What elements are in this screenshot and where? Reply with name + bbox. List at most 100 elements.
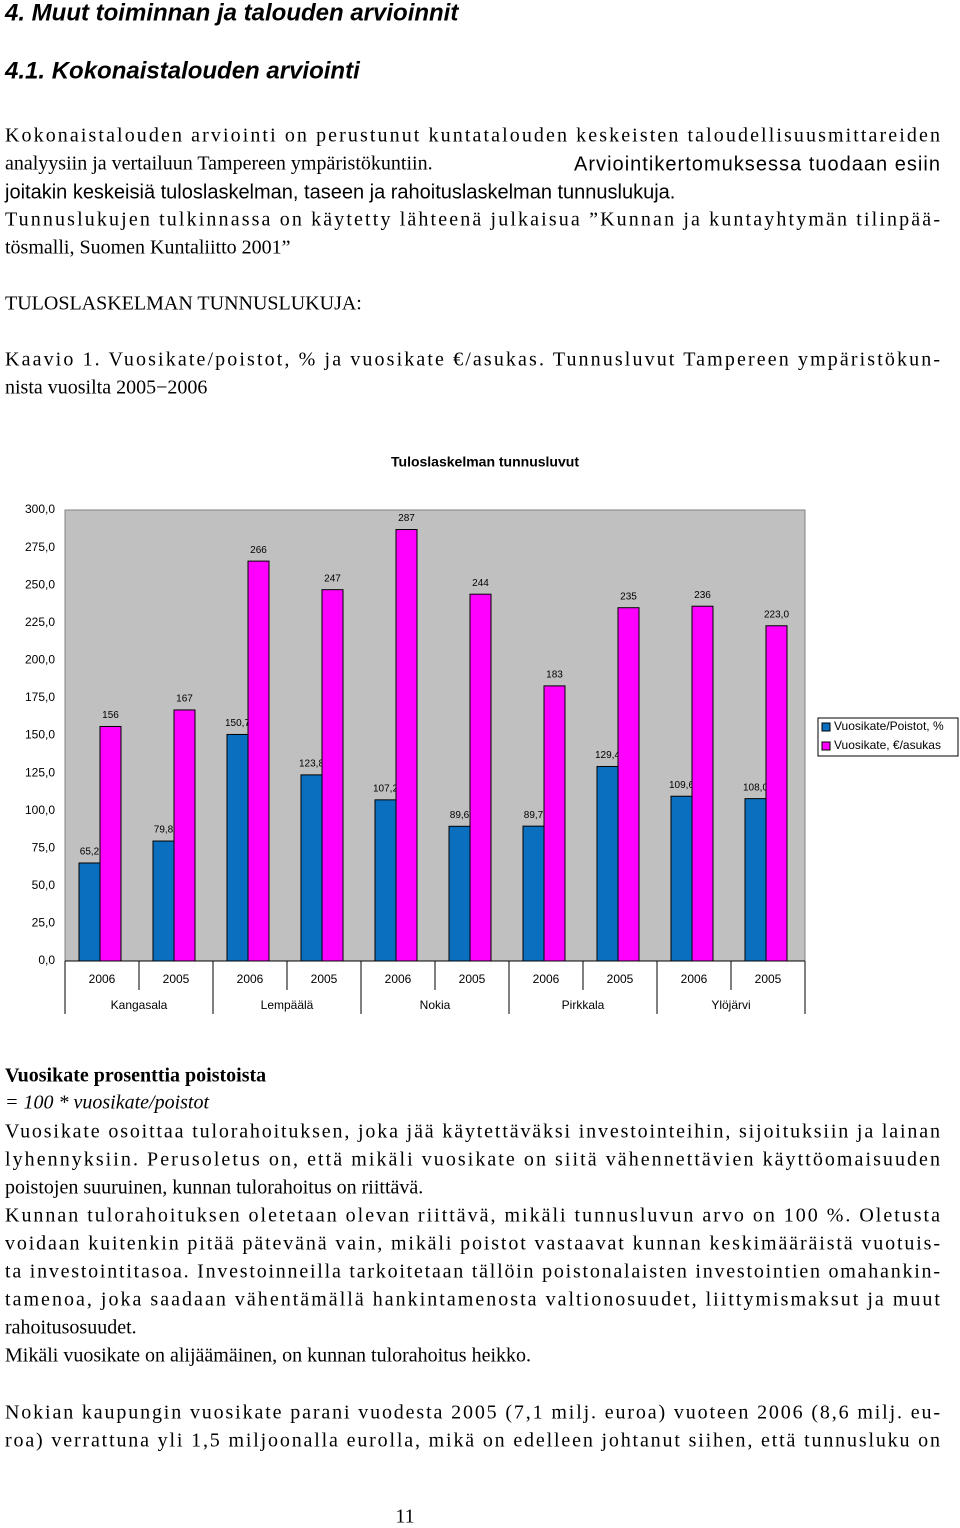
bar	[691, 605, 714, 962]
data-label: 244	[472, 578, 489, 589]
data-label: 109,6	[669, 780, 694, 791]
intro-text: tösmalli, Suomen Kuntaliitto 2001”	[5, 237, 291, 259]
x-tick-label: 2006	[237, 972, 264, 986]
body-text: Vuosikate osoittaa tulorahoituksen, joka…	[5, 1121, 940, 1143]
caption-text: Kaavio 1. Vuosikate/poistot, % ja vuosik…	[5, 349, 940, 371]
y-tick-label: 0,0	[38, 953, 55, 967]
group-label: Pirkkala	[562, 998, 605, 1012]
y-tick-label: 275,0	[25, 540, 55, 554]
bar	[744, 798, 767, 962]
bar	[173, 709, 196, 962]
y-tick-label: 75,0	[32, 840, 56, 854]
bar	[522, 825, 545, 962]
body-text: Mikäli vuosikate on alijäämäinen, on kun…	[5, 1345, 531, 1367]
bar	[321, 589, 344, 962]
formula: = 100 * vuosikate/poistot	[5, 1092, 209, 1114]
legend-swatch	[821, 741, 831, 751]
x-tick-label: 2006	[533, 972, 560, 986]
bar	[765, 625, 788, 962]
y-tick-label: 250,0	[25, 577, 55, 591]
data-label: 123,8	[299, 759, 324, 770]
y-tick-label: 225,0	[25, 615, 55, 629]
body-text: tamenoa, joka saadaan vähentämällä hanki…	[5, 1289, 940, 1311]
data-label: 79,8	[154, 825, 174, 836]
data-label: 287	[398, 513, 415, 524]
caption-text: nista vuosilta 2005−2006	[5, 377, 207, 399]
data-label: 167	[176, 694, 193, 705]
x-tick-label: 2006	[681, 972, 708, 986]
body-text: roa) verrattuna yli 1,5 miljoonalla euro…	[5, 1430, 940, 1452]
page-number: 11	[395, 1506, 414, 1528]
data-label: 156	[102, 710, 119, 721]
body-text: ta investointitasoa. Investoinneilla tar…	[5, 1261, 940, 1283]
group-label: Kangasala	[111, 998, 168, 1012]
legend-swatch	[821, 722, 831, 732]
group-label: Nokia	[420, 998, 451, 1012]
heading: 4. Muut toiminnan ja talouden arvioinnit	[4, 0, 459, 26]
data-label: 266	[250, 545, 267, 556]
bar	[596, 765, 619, 962]
data-label: 108,0	[743, 782, 768, 793]
data-label: 150,7	[225, 718, 250, 729]
data-label: 89,6	[450, 810, 470, 821]
x-tick-label: 2006	[385, 972, 412, 986]
bar	[617, 607, 640, 962]
legend-label: Vuosikate, €/asukas	[834, 738, 941, 752]
chart-title: Tuloslaskelman tunnusluvut	[391, 454, 579, 470]
data-label: 235	[620, 591, 637, 602]
group-label: Lempäälä	[261, 998, 314, 1012]
body-text: poistojen suuruinen, kunnan tulorahoitus…	[5, 1177, 423, 1199]
data-label: 107,2	[373, 783, 398, 794]
y-tick-label: 175,0	[25, 690, 55, 704]
bar	[226, 733, 249, 962]
x-tick-label: 2005	[311, 972, 338, 986]
y-tick-label: 125,0	[25, 765, 55, 779]
legend-box	[817, 717, 959, 757]
bar	[670, 795, 693, 962]
bar	[543, 685, 566, 962]
formula-title: Vuosikate prosenttia poistoista	[5, 1065, 266, 1087]
intro-text: analyysiin ja vertailuun Tampereen ympär…	[5, 153, 433, 175]
intro-text: Arviointikertomuksessa tuodaan esiin	[574, 153, 940, 175]
y-tick-label: 300,0	[25, 502, 55, 516]
intro-text: Tunnuslukujen tulkinnassa on käytetty lä…	[5, 209, 940, 231]
y-tick-label: 200,0	[25, 653, 55, 667]
x-tick-label: 2005	[163, 972, 190, 986]
body-text: voidaan kuitenkin pitää pätevänä vain, m…	[5, 1233, 940, 1255]
bar	[99, 725, 122, 962]
y-tick-label: 25,0	[32, 916, 56, 930]
bar	[78, 862, 101, 962]
bar	[448, 825, 471, 962]
data-label: 236	[694, 590, 711, 601]
intro-text: Kokonaistalouden arviointi on perustunut…	[5, 125, 940, 147]
y-tick-label: 100,0	[25, 803, 55, 817]
bar	[395, 529, 418, 962]
x-tick-label: 2005	[755, 972, 782, 986]
body-text: Nokian kaupungin vuosikate parani vuodes…	[5, 1402, 940, 1424]
bar	[247, 560, 270, 962]
body-text: rahoitusosuudet.	[5, 1317, 137, 1339]
legend-label: Vuosikate/Poistot, %	[834, 719, 944, 733]
bar	[152, 840, 175, 962]
data-label: 223,0	[764, 609, 789, 620]
x-tick-label: 2006	[89, 972, 116, 986]
intro-text: joitakin keskeisiä tuloslaskelman, tasee…	[4, 181, 675, 203]
section-title: TULOSLASKELMAN TUNNUSLUKUJA:	[5, 293, 362, 315]
subheading: 4.1. Kokonaistalouden arviointi	[4, 57, 361, 84]
group-label: Ylöjärvi	[711, 998, 750, 1012]
bar	[469, 593, 492, 962]
data-label: 89,7	[524, 810, 544, 821]
x-tick-label: 2005	[459, 972, 486, 986]
data-label: 183	[546, 670, 563, 681]
x-tick-label: 2005	[607, 972, 634, 986]
body-text: Kunnan tulorahoituksen oletetaan olevan …	[5, 1205, 940, 1227]
bar	[300, 774, 323, 962]
y-tick-label: 50,0	[32, 878, 56, 892]
data-label: 129,4	[595, 750, 620, 761]
y-tick-label: 150,0	[25, 728, 55, 742]
data-label: 65,2	[80, 847, 100, 858]
data-label: 247	[324, 573, 341, 584]
bar	[374, 799, 397, 962]
body-text: lyhennyksiin. Perusoletus on, että mikäl…	[5, 1149, 940, 1171]
